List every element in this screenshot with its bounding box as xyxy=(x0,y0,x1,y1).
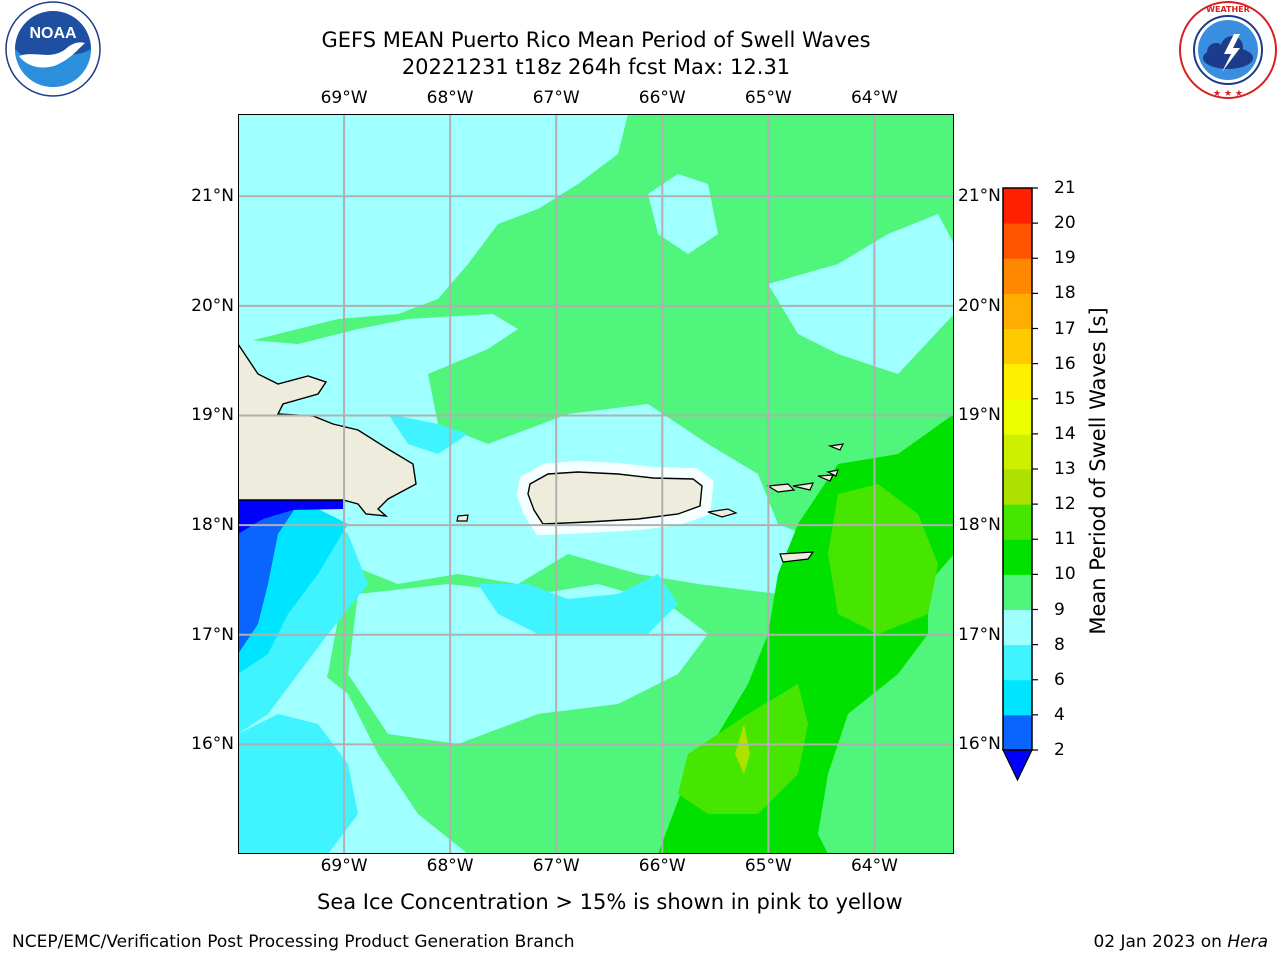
swell-region-under-2 xyxy=(238,499,343,534)
hispaniola-landmass xyxy=(238,342,417,517)
colorbar-bin xyxy=(1003,398,1032,435)
lon-label-bottom: 64°W xyxy=(850,856,898,876)
lon-label-top: 65°W xyxy=(744,88,792,108)
lat-label-right: 16°N xyxy=(958,734,1001,755)
lon-label-bottom: 65°W xyxy=(744,856,792,876)
swell-region-8-9-east xyxy=(768,214,954,374)
swell-region-6-8-north-central xyxy=(388,414,468,454)
colorbar-level-label: 9 xyxy=(1054,599,1065,620)
puerto-rico-outline xyxy=(527,471,703,525)
svg-text:WEATHER: WEATHER xyxy=(1206,5,1250,14)
colorbar-bin xyxy=(1003,328,1032,365)
colorbar-bin xyxy=(1003,609,1032,646)
noaa-logo: NOAA xyxy=(5,1,101,97)
noaa-logo-text: NOAA xyxy=(29,25,77,42)
colorbar-bin xyxy=(1003,433,1032,470)
colorbar-bin xyxy=(1003,574,1032,610)
lon-label-bottom: 68°W xyxy=(426,856,474,876)
map-title: GEFS MEAN Puerto Rico Mean Period of Swe… xyxy=(321,28,871,52)
colorbar-level-label: 21 xyxy=(1054,178,1076,198)
colorbar-bin xyxy=(1003,293,1032,329)
colorbar-title: Mean Period of Swell Waves [s] xyxy=(1086,307,1110,635)
colorbar-level-label: 11 xyxy=(1054,529,1076,550)
anegada-island xyxy=(826,443,845,477)
lon-label-top: 64°W xyxy=(850,88,898,108)
lon-label-top: 67°W xyxy=(532,88,580,108)
colorbar-level-label: 19 xyxy=(1054,248,1076,269)
footer-date-text: 02 Jan 2023 on xyxy=(1093,932,1228,952)
colorbar-level-label: 14 xyxy=(1054,423,1076,444)
swell-region-12-13-peak xyxy=(735,724,750,774)
colorbar-level-label: 16 xyxy=(1054,353,1076,374)
swell-region-6-8-south-central xyxy=(478,574,678,634)
lat-label-left: 20°N xyxy=(191,295,234,316)
lon-label-bottom: 69°W xyxy=(320,856,368,876)
colorbar-level-label: 20 xyxy=(1054,213,1076,234)
lat-label-left: 18°N xyxy=(191,515,234,536)
lon-label-bottom: 67°W xyxy=(532,856,580,876)
footer-credit: NCEP/EMC/Verification Post Processing Pr… xyxy=(12,932,575,952)
colorbar-level-label: 17 xyxy=(1054,318,1076,339)
lon-label-top: 66°W xyxy=(638,88,686,108)
sea-ice-note: Sea Ice Concentration > 15% is shown in … xyxy=(317,890,903,914)
swell-period-field xyxy=(238,114,954,854)
lat-label-right: 18°N xyxy=(958,515,1001,536)
footer-date: 02 Jan 2023 on Hera xyxy=(1093,932,1268,952)
colorbar-level-label: 15 xyxy=(1054,388,1076,409)
swell-region-9-10-east-inner xyxy=(818,554,954,854)
colorbar-bin xyxy=(1003,188,1032,224)
lat-label-left: 16°N xyxy=(191,734,234,755)
lat-label-right: 19°N xyxy=(958,405,1001,426)
swell-region-2-4-west xyxy=(238,504,298,654)
colorbar-level-label: 4 xyxy=(1054,704,1065,725)
lon-label-top: 69°W xyxy=(320,88,368,108)
lat-label-right: 20°N xyxy=(958,295,1001,316)
footer-host: Hera xyxy=(1227,932,1268,952)
swell-region-11-12-east xyxy=(828,484,938,634)
vieques-island xyxy=(707,508,738,518)
lat-label-left: 19°N xyxy=(191,405,234,426)
map-border xyxy=(238,114,954,854)
svg-text:★ ★ ★: ★ ★ ★ xyxy=(1213,89,1243,99)
colorbar-under-extension xyxy=(1002,749,1033,782)
colorbar-bin xyxy=(1003,679,1032,716)
swell-region-6-8-southwest xyxy=(238,714,358,854)
colorbar-level-label: 2 xyxy=(1054,740,1065,760)
colorbar-bin xyxy=(1003,258,1032,294)
colorbar-level-label: 12 xyxy=(1054,494,1076,515)
map-panel xyxy=(238,114,954,854)
lon-label-bottom: 66°W xyxy=(638,856,686,876)
colorbar-level-label: 13 xyxy=(1054,459,1076,479)
virgin-islands xyxy=(766,474,835,493)
lat-lon-gridlines xyxy=(238,114,954,854)
mona-island xyxy=(456,514,469,522)
colorbar-bin xyxy=(1003,714,1032,751)
lon-label-top: 68°W xyxy=(426,88,474,108)
lat-label-right: 21°N xyxy=(958,186,1001,207)
lat-label-left: 17°N xyxy=(191,624,234,645)
colorbar-bin xyxy=(1003,644,1032,681)
colorbar-bin xyxy=(1003,469,1032,505)
colorbar-bin xyxy=(1003,539,1032,575)
colorbar-bin xyxy=(1003,504,1032,540)
nws-logo: WEATHER ★ ★ ★ xyxy=(1179,1,1277,99)
lat-label-left: 21°N xyxy=(191,186,234,207)
colorbar-bin xyxy=(1003,223,1032,259)
swell-region-8-9-north-patch xyxy=(648,174,718,254)
swell-region-8-9-northwest xyxy=(238,114,628,344)
colorbar-level-label: 8 xyxy=(1054,634,1065,655)
colorbar-bin xyxy=(1003,363,1032,400)
colorbar-level-label: 6 xyxy=(1054,669,1065,690)
lat-label-right: 17°N xyxy=(958,624,1001,645)
colorbar-level-label: 10 xyxy=(1054,564,1076,585)
colorbar-level-label: 18 xyxy=(1054,283,1076,304)
st-croix-island xyxy=(779,551,815,563)
forecast-subtitle: 20221231 t18z 264h fcst Max: 12.31 xyxy=(401,55,791,79)
colorbar xyxy=(1002,187,1038,782)
